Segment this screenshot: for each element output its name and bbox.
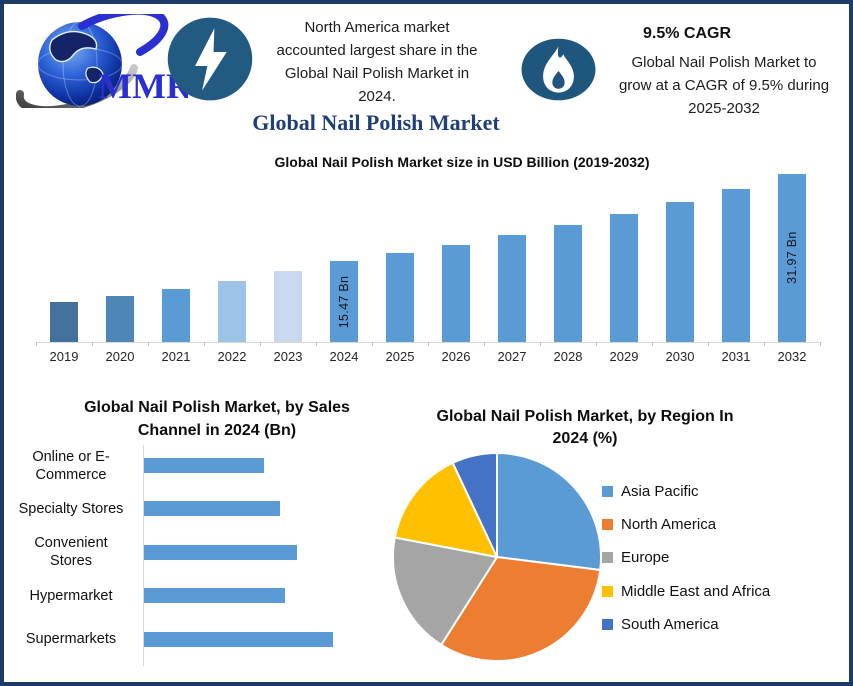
bar-2030 xyxy=(666,201,694,342)
category-label-convenient-stores: Convenient Stores xyxy=(34,535,108,570)
bar-2024: 15.47 Bn xyxy=(330,260,358,342)
x-tick-label-2032: 2032 xyxy=(777,349,807,364)
bar-2032: 31.97 Bn xyxy=(778,174,806,342)
sales-channel-chart-title: Global Nail Polish Market, by Sales Chan… xyxy=(84,399,350,439)
x-axis-tick xyxy=(316,342,317,346)
pie-slice-middle-east-and-africa xyxy=(393,461,499,559)
bar-2027 xyxy=(498,235,526,342)
sales-bar-online-or-e-commerce xyxy=(144,458,264,473)
category-label-hypermarket: Hypermarket xyxy=(29,587,113,604)
legend-label: Asia Pacific xyxy=(621,482,699,500)
category-label-online-or-e-commerce: Online or E- Commerce xyxy=(32,448,110,483)
cagr-title: 9.5% CAGR xyxy=(642,25,732,42)
globe-icon xyxy=(37,21,123,107)
legend-swatch xyxy=(602,619,613,631)
x-tick-label-2022: 2022 xyxy=(217,349,247,364)
x-axis-tick xyxy=(764,342,765,346)
legend-swatch xyxy=(602,518,613,530)
x-axis-tick xyxy=(204,342,205,346)
market-size-chart-title: Global Nail Polish Market size in USD Bi… xyxy=(274,154,650,170)
bar-2026 xyxy=(442,244,470,342)
flame-icon xyxy=(521,38,596,101)
legend-item-south-america: South America xyxy=(602,616,719,634)
legend-swatch xyxy=(602,485,613,497)
x-tick-label-2024: 2024 xyxy=(329,349,359,364)
region-chart-title: Global Nail Polish Market, by Region In … xyxy=(436,408,734,447)
region-pie-legend: Asia Pacific North America Europe Middle Ea… xyxy=(602,482,842,642)
x-axis-tick xyxy=(652,342,653,346)
bar-2028 xyxy=(554,225,582,342)
x-axis-tick xyxy=(708,342,709,346)
x-axis-tick xyxy=(36,342,37,346)
sales-bar-hypermarket xyxy=(144,588,285,604)
legend-label: Middle East and Africa xyxy=(621,582,771,600)
sales-bar-specialty-stores xyxy=(144,501,281,517)
sales-channel-chart xyxy=(144,443,384,668)
bar-2022 xyxy=(218,281,246,342)
legend-item-middle-east-and-africa: Middle East and Africa xyxy=(602,582,770,600)
legend-label: North America xyxy=(621,515,717,533)
legend-swatch xyxy=(602,552,613,564)
sales-bar-convenient-stores xyxy=(144,544,297,560)
x-tick-label-2026: 2026 xyxy=(441,349,471,364)
x-axis-tick xyxy=(260,342,261,346)
x-tick-label-2030: 2030 xyxy=(665,349,695,364)
x-tick-label-2029: 2029 xyxy=(609,349,639,364)
legend-item-europe: Europe xyxy=(602,549,669,567)
category-label-supermarkets: Supermarkets xyxy=(25,631,117,648)
category-label-specialty-stores: Specialty Stores xyxy=(18,500,124,517)
headline-text: North America market accounted largest s… xyxy=(276,19,478,105)
x-tick-label-2028: 2028 xyxy=(553,349,583,364)
x-tick-label-2021: 2021 xyxy=(161,349,191,364)
gray-swoosh-icon xyxy=(16,64,138,108)
cagr-text: Global Nail Polish Market to grow at a C… xyxy=(618,54,830,117)
mmr-logo: MMR xyxy=(16,14,188,108)
legend-label: South America xyxy=(621,616,719,634)
sales-bar-supermarkets xyxy=(144,631,333,647)
x-tick-label-2020: 2020 xyxy=(105,349,135,364)
blue-swoosh-icon xyxy=(78,14,169,56)
x-axis-tick xyxy=(596,342,597,346)
bar-2020 xyxy=(106,295,134,342)
bar-value-label: 15.47 Bn xyxy=(337,275,351,328)
x-axis-tick xyxy=(820,342,821,346)
bar-2031 xyxy=(722,188,750,342)
x-tick-label-2023: 2023 xyxy=(273,349,303,364)
pie-slice-south-america xyxy=(451,451,498,558)
sales-channel-y-axis-line xyxy=(143,445,144,666)
x-axis-tick xyxy=(428,342,429,346)
x-axis-tick xyxy=(372,342,373,346)
x-axis-tick xyxy=(92,342,93,346)
page-title: Global Nail Polish Market xyxy=(252,110,500,135)
bar-2023 xyxy=(274,271,302,342)
x-axis-tick xyxy=(484,342,485,346)
market-size-chart: 2019 2020 2021 2022 2023 15.47 Bn 2024 2025 2026… xyxy=(36,170,822,370)
legend-swatch xyxy=(602,585,613,597)
bar-value-label: 31.97 Bn xyxy=(785,231,799,285)
x-tick-label-2027: 2027 xyxy=(497,349,527,364)
x-tick-label-2025: 2025 xyxy=(385,349,415,364)
x-tick-label-2031: 2031 xyxy=(721,349,751,364)
legend-item-north-america: North America xyxy=(602,515,716,533)
canvas: MMR North America market accounted large… xyxy=(4,4,849,682)
lightning-icon xyxy=(167,17,253,101)
bar-2021 xyxy=(162,288,190,342)
bar-2025 xyxy=(386,253,414,342)
legend-item-asia-pacific: Asia Pacific xyxy=(602,482,699,500)
sales-channel-category-labels: Online or E- Commerce Specialty Stores Con… xyxy=(4,443,138,668)
bar-2019 xyxy=(50,301,78,342)
region-pie-chart xyxy=(392,451,602,663)
bar-2029 xyxy=(610,214,638,342)
x-axis-tick xyxy=(540,342,541,346)
x-axis-tick xyxy=(148,342,149,346)
pie-slice-europe xyxy=(392,536,499,647)
x-tick-label-2019: 2019 xyxy=(49,349,79,364)
legend-label: Europe xyxy=(621,549,670,567)
pie-slice-asia-pacific xyxy=(496,451,602,572)
